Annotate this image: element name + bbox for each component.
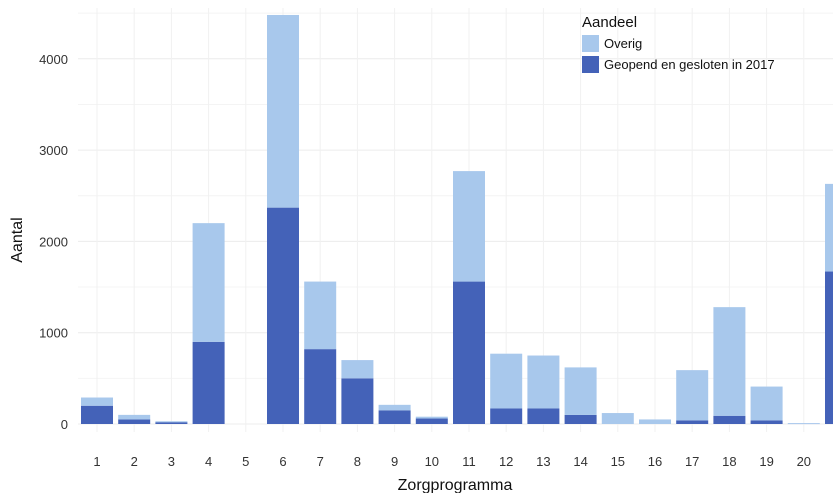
- y-axis-title: Aantal: [9, 217, 26, 262]
- bar-geopend-17: [676, 420, 709, 424]
- bar-geopend-21: [825, 271, 833, 424]
- y-tick-label: 2000: [39, 234, 68, 249]
- bar-overig-2: [118, 414, 151, 420]
- bar-geopend-14: [564, 414, 597, 424]
- bar-overig-19: [750, 386, 783, 421]
- bar-overig-11: [453, 171, 485, 282]
- y-tick-label: 4000: [39, 52, 68, 67]
- bar-overig-10: [415, 416, 448, 419]
- y-tick-label: 0: [61, 417, 68, 432]
- x-tick-label: 1: [93, 454, 100, 469]
- y-tick-label: 3000: [39, 143, 68, 158]
- x-tick-label: 11: [462, 454, 476, 469]
- bar-geopend-19: [750, 420, 783, 424]
- bar-overig-8: [341, 360, 374, 379]
- bar-geopend-3: [155, 422, 188, 424]
- x-tick-label: 2: [131, 454, 138, 469]
- bar-geopend-18: [713, 415, 746, 424]
- bar-overig-13: [527, 355, 560, 409]
- bar-geopend-10: [415, 418, 448, 424]
- x-tick-label: 8: [354, 454, 361, 469]
- bar-geopend-8: [341, 378, 374, 424]
- bar-overig-14: [564, 367, 597, 415]
- bar-geopend-1: [81, 405, 113, 424]
- bar-overig-1: [81, 397, 113, 406]
- x-tick-label: 3: [168, 454, 175, 469]
- bar-overig-9: [378, 404, 411, 411]
- bar-geopend-6: [267, 207, 299, 424]
- x-tick-label: 10: [425, 454, 439, 469]
- bar-overig-7: [304, 281, 337, 350]
- legend-title: Aandeel: [582, 14, 637, 31]
- bar-overig-4: [192, 223, 225, 342]
- x-tick-label: 9: [391, 454, 398, 469]
- bar-geopend-11: [453, 281, 485, 424]
- bar-geopend-2: [118, 419, 151, 424]
- x-axis-title: Zorgprogramma: [398, 477, 513, 493]
- x-tick-label: 7: [317, 454, 324, 469]
- bar-geopend-7: [304, 349, 337, 424]
- x-tick-label: 18: [722, 454, 736, 469]
- bar-overig-3: [155, 421, 188, 423]
- x-tick-label: 16: [648, 454, 662, 469]
- x-tick-label: 6: [279, 454, 286, 469]
- x-tick-label: 5: [242, 454, 249, 469]
- bar-overig-16: [639, 419, 671, 424]
- bar-overig-12: [490, 353, 523, 409]
- legend-swatch: [582, 35, 599, 52]
- legend-label: Overig: [604, 36, 642, 51]
- x-tick-label: 15: [611, 454, 625, 469]
- y-tick-label: 1000: [39, 326, 68, 341]
- legend-label: Geopend en gesloten in 2017: [604, 57, 775, 72]
- bar-overig-20: [787, 423, 820, 425]
- bar-geopend-12: [490, 408, 523, 424]
- x-tick-label: 13: [536, 454, 550, 469]
- bar-overig-18: [713, 307, 746, 416]
- bar-geopend-4: [192, 341, 225, 424]
- bar-overig-17: [676, 370, 709, 421]
- x-tick-label: 20: [797, 454, 811, 469]
- bar-overig-6: [267, 14, 299, 208]
- bar-overig-21: [825, 183, 833, 272]
- x-tick-label: 4: [205, 454, 212, 469]
- bar-overig-15: [601, 413, 634, 424]
- x-tick-label: 12: [499, 454, 513, 469]
- x-tick-label: 17: [685, 454, 699, 469]
- x-tick-label: 14: [573, 454, 587, 469]
- bar-geopend-13: [527, 408, 560, 424]
- bar-geopend-9: [378, 410, 411, 424]
- x-tick-label: 19: [759, 454, 773, 469]
- legend-swatch: [582, 56, 599, 73]
